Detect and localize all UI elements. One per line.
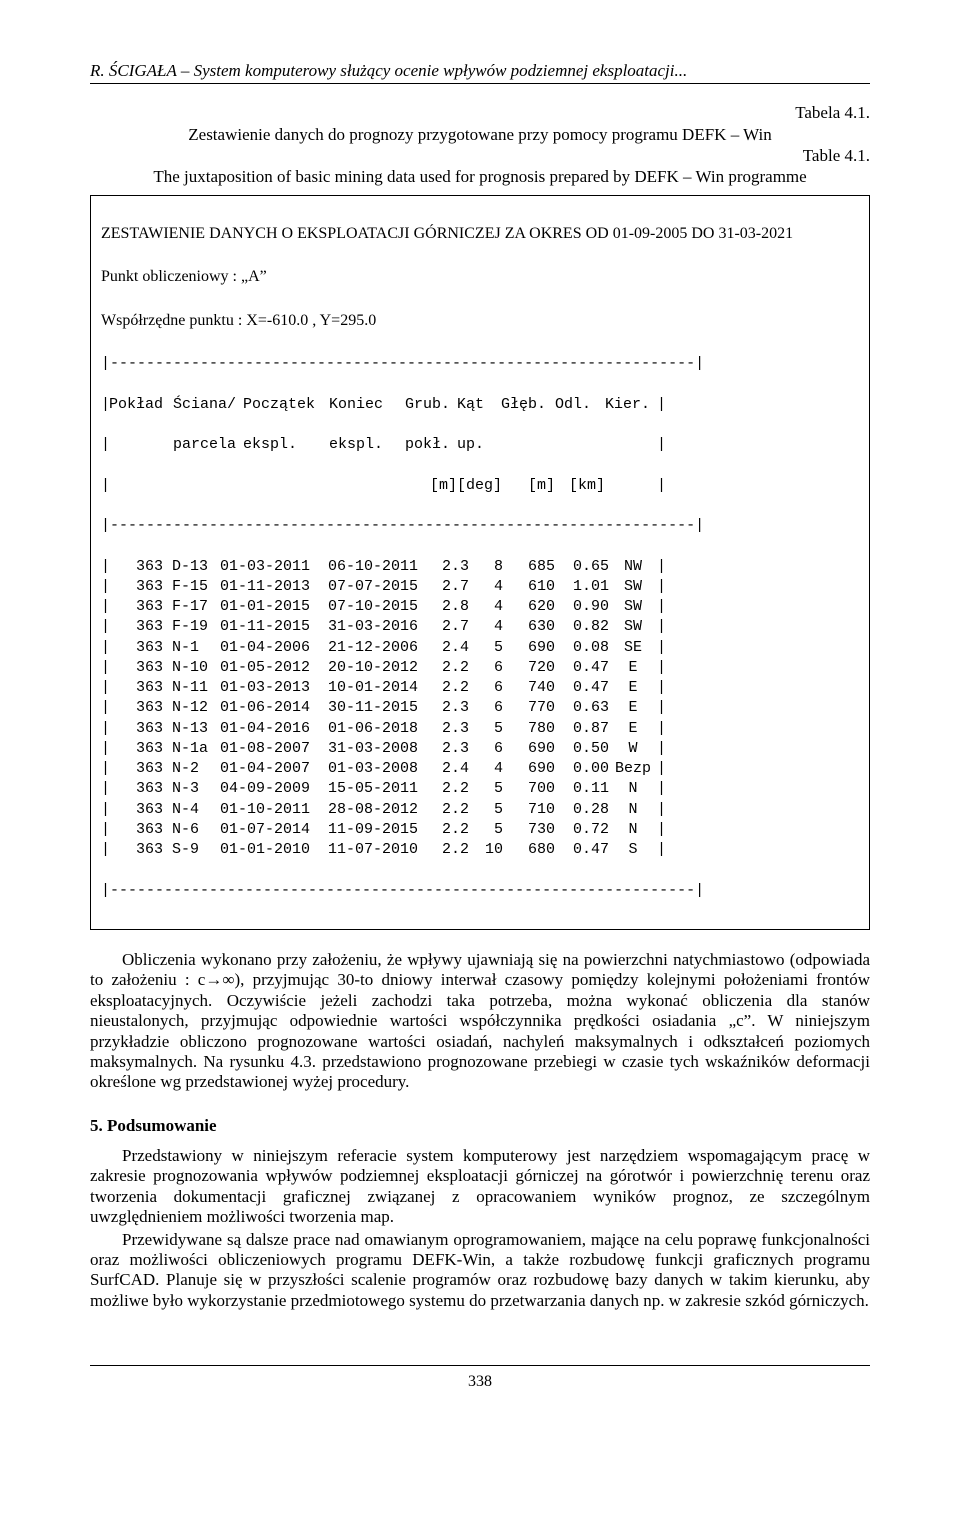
table-row: | 363 D-13 01-03-2011 06-10-20112.386850… [101, 557, 859, 577]
paragraph-1: Obliczenia wykonano przy założeniu, że w… [90, 950, 870, 1093]
box-header-3: Współrzędne punktu : X=-610.0 , Y=295.0 [101, 310, 859, 332]
col-header-2: | parcela ekspl. ekspl. pokł. up. | [101, 435, 859, 455]
table-row: | 363 N-4 01-10-2011 28-08-20122.257100.… [101, 800, 859, 820]
table-row: | 363 N-13 01-04-2016 01-06-20182.357800… [101, 719, 859, 739]
box-header-1: ZESTAWIENIE DANYCH O EKSPLOATACJI GÓRNIC… [101, 223, 859, 245]
col-header-1: | Pokład Ściana/ Początek Koniec Grub. K… [101, 395, 859, 415]
col-header-3: | [m] [deg] [m] [km] | [101, 476, 859, 496]
page-number: 338 [90, 1372, 870, 1392]
paragraph-3: Przewidywane są dalsze prace nad omawian… [90, 1230, 870, 1312]
table-row: | 363 N-1a 01-08-2007 31-03-20082.366900… [101, 739, 859, 759]
table-row: | 363 N-6 01-07-2014 11-09-20152.257300.… [101, 820, 859, 840]
dash-line: |---------------------------------------… [101, 881, 859, 901]
table-label-pl: Tabela 4.1. [90, 102, 870, 123]
table-row: | 363 N-1 01-04-2006 21-12-20062.456900.… [101, 638, 859, 658]
top-rule [90, 83, 870, 84]
caption-en: The juxtaposition of basic mining data u… [90, 166, 870, 187]
table-row: | 363 F-17 01-01-2015 07-10-20152.846200… [101, 597, 859, 617]
table-row: | 363 F-15 01-11-2013 07-07-20152.746101… [101, 577, 859, 597]
table-row: | 363 F-19 01-11-2015 31-03-20162.746300… [101, 617, 859, 637]
section-5-title: 5. Podsumowanie [90, 1115, 870, 1136]
running-header: R. ŚCIGAŁA – System komputerowy służący … [90, 60, 870, 81]
table-row: | 363 N-2 01-04-2007 01-03-20082.446900.… [101, 759, 859, 779]
bottom-rule [90, 1365, 870, 1366]
table-row: | 363 N-10 01-05-2012 20-10-20122.267200… [101, 658, 859, 678]
box-header-2: Punkt obliczeniowy : „A” [101, 266, 859, 288]
dash-line: |---------------------------------------… [101, 516, 859, 536]
caption-pl: Zestawienie danych do prognozy przygotow… [90, 124, 870, 145]
table-row: | 363 N-11 01-03-2013 10-01-20142.267400… [101, 678, 859, 698]
data-box: ZESTAWIENIE DANYCH O EKSPLOATACJI GÓRNIC… [90, 195, 870, 930]
table-row: | 363 N-3 04-09-2009 15-05-20112.257000.… [101, 779, 859, 799]
table-label-en: Table 4.1. [90, 145, 870, 166]
table-row: | 363 S-9 01-01-2010 11-07-20102.2106800… [101, 840, 859, 860]
dash-line: |---------------------------------------… [101, 354, 859, 374]
table-row: | 363 N-12 01-06-2014 30-11-20152.367700… [101, 698, 859, 718]
paragraph-2: Przedstawiony w niniejszym referacie sys… [90, 1146, 870, 1228]
